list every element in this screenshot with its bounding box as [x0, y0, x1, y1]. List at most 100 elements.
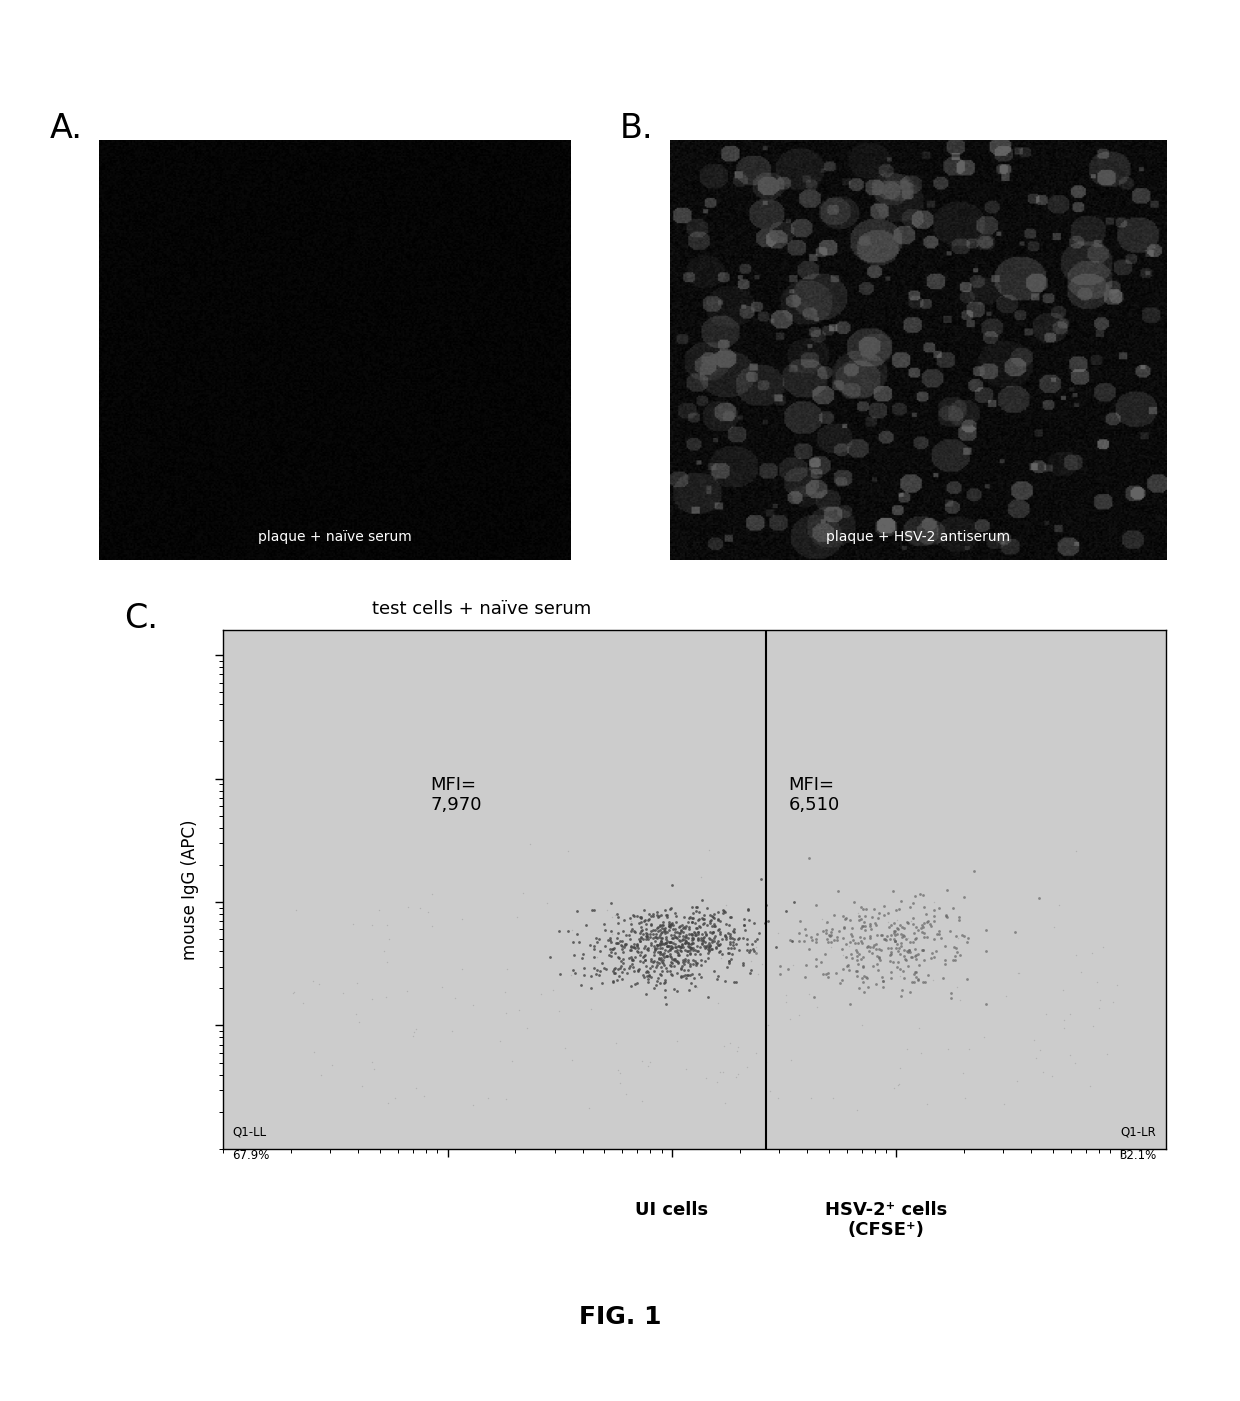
Point: [817, 927, 837, 950]
Point: [887, 937, 906, 960]
Point: [796, 923, 816, 946]
Point: [918, 1093, 937, 1115]
Point: [916, 904, 936, 926]
Point: [563, 958, 583, 981]
Point: [836, 946, 856, 968]
Point: [885, 930, 905, 953]
Point: [614, 957, 634, 979]
Point: [665, 920, 684, 943]
Point: [611, 950, 631, 972]
Point: [629, 937, 649, 960]
Point: [857, 967, 877, 989]
Point: [722, 926, 742, 948]
Point: [853, 955, 873, 978]
Point: [724, 937, 744, 960]
Point: [653, 920, 673, 943]
Point: [637, 971, 657, 993]
Point: [630, 950, 650, 972]
Point: [603, 960, 622, 982]
Point: [652, 933, 672, 955]
Point: [848, 953, 868, 975]
Point: [893, 915, 913, 937]
Point: [888, 940, 908, 962]
Point: [686, 975, 706, 998]
Point: [870, 939, 890, 961]
Point: [686, 922, 706, 944]
Point: [647, 904, 667, 926]
Point: [770, 954, 790, 976]
Point: [635, 934, 655, 957]
Point: [660, 912, 680, 934]
Point: [660, 898, 680, 920]
Point: [691, 965, 711, 988]
Point: [914, 950, 934, 972]
Point: [603, 937, 622, 960]
Point: [895, 948, 915, 971]
Point: [670, 934, 689, 957]
Point: [676, 1058, 696, 1080]
Point: [893, 925, 913, 947]
Point: [594, 957, 614, 979]
Point: [1044, 916, 1064, 939]
Point: [635, 909, 655, 932]
Point: [686, 912, 706, 934]
Point: [286, 898, 306, 920]
Point: [946, 937, 966, 960]
Point: [651, 929, 671, 951]
Point: [719, 951, 739, 974]
Point: [715, 969, 735, 992]
Point: [665, 918, 684, 940]
Point: [653, 948, 673, 971]
Point: [688, 940, 708, 962]
Point: [854, 981, 874, 1003]
Point: [686, 953, 706, 975]
Point: [739, 909, 759, 932]
Point: [946, 925, 966, 947]
Point: [599, 929, 619, 951]
Point: [701, 912, 720, 934]
Point: [892, 934, 911, 957]
Point: [422, 915, 441, 937]
Point: [564, 943, 584, 965]
Point: [1030, 1038, 1050, 1061]
Point: [709, 1061, 729, 1083]
Point: [890, 985, 910, 1007]
Point: [683, 902, 703, 925]
Point: [874, 927, 894, 950]
Point: [882, 941, 901, 964]
Point: [691, 948, 711, 971]
Point: [636, 954, 656, 976]
Point: [650, 947, 670, 969]
Point: [1004, 920, 1024, 943]
Point: [610, 1062, 630, 1084]
Point: [631, 911, 651, 933]
Point: [847, 941, 867, 964]
Point: [698, 939, 718, 961]
Point: [676, 926, 696, 948]
Point: [813, 962, 833, 985]
Point: [604, 937, 624, 960]
Point: [572, 947, 591, 969]
Point: [650, 941, 670, 964]
Point: [688, 927, 708, 950]
Point: [898, 912, 918, 934]
Point: [630, 930, 650, 953]
Point: [913, 971, 932, 993]
Point: [624, 919, 644, 941]
Point: [723, 934, 743, 957]
Point: [965, 860, 985, 883]
Point: [283, 982, 303, 1005]
Point: [696, 1066, 715, 1089]
Point: [748, 962, 768, 985]
Point: [714, 1034, 734, 1056]
Point: [682, 895, 702, 918]
Point: [562, 919, 582, 941]
Point: [872, 925, 892, 947]
Point: [702, 922, 722, 944]
Point: [605, 962, 625, 985]
Point: [632, 946, 652, 968]
Point: [362, 915, 382, 937]
Point: [848, 932, 868, 954]
Point: [657, 920, 677, 943]
Point: [689, 962, 709, 985]
